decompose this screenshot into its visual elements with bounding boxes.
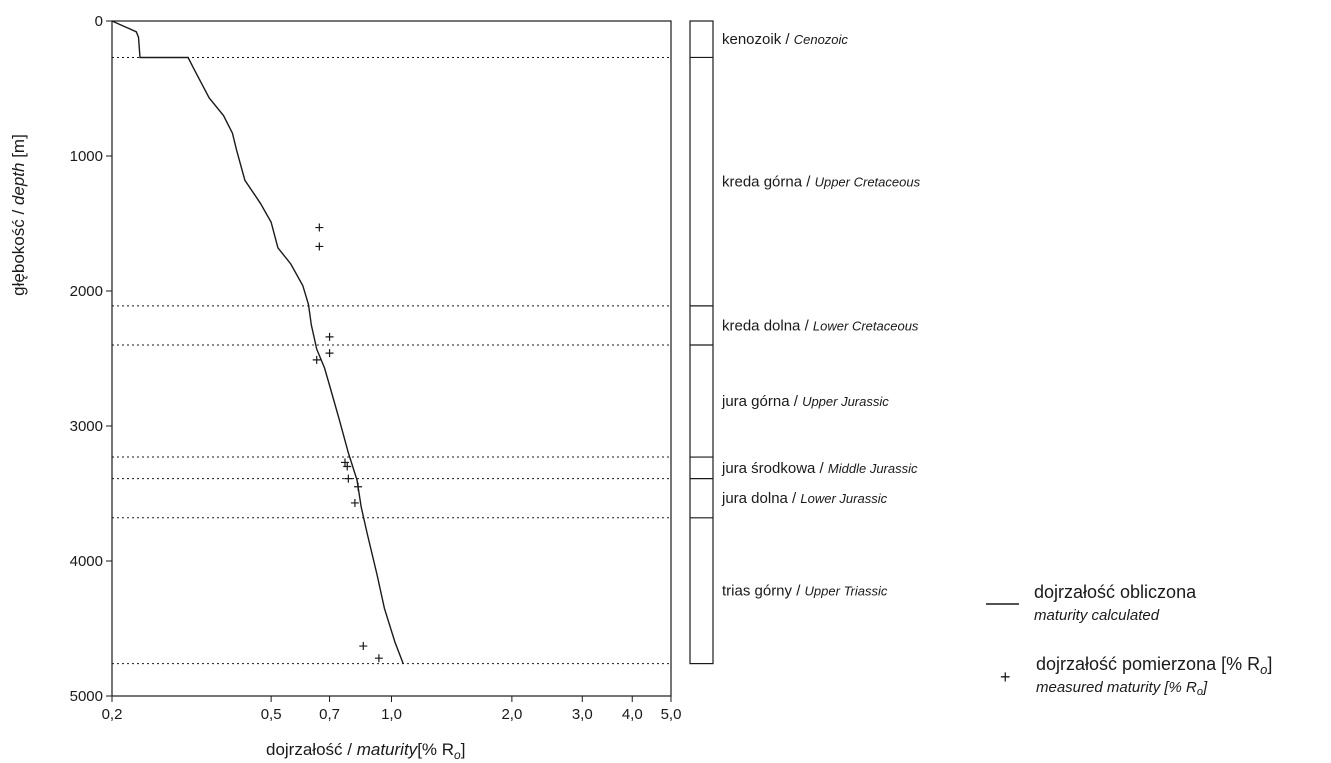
strat-label-pl: jura górna [721, 393, 790, 410]
measured-point [344, 474, 353, 483]
legend-scatter-label: dojrzałość pomierzona [% Ro] [1036, 654, 1272, 677]
x-tick-label: 0,7 [319, 706, 340, 723]
y-tick-label: 0 [95, 13, 103, 30]
y-axis-label: głębokość / depth [m] [9, 134, 28, 296]
strat-label-pl: trias górny [722, 583, 793, 600]
y-axis-ticks: 0 1000 2000 3000 4000 5000 [70, 13, 112, 705]
legend-scatter-label-en: measured maturity [% Ro] [1036, 679, 1208, 698]
x-tick-label: 4,0 [622, 706, 643, 723]
strat-label: kenozoik / Cenozoic [722, 31, 848, 48]
y-tick-label: 4000 [70, 553, 103, 570]
legend-plus-symbol: + [1000, 667, 1011, 687]
strat-label-pl: kenozoik [722, 31, 782, 48]
measured-point [312, 355, 321, 364]
strat-label-en: Lower Cretaceous [813, 318, 919, 333]
y-tick-label: 1000 [70, 148, 103, 165]
strat-label-sep: / [800, 317, 813, 334]
strat-label-pl: jura środkowa [721, 460, 816, 477]
y-tick-label: 2000 [70, 283, 103, 300]
y-tick-label: 3000 [70, 418, 103, 435]
strat-label-pl: kreda górna [722, 174, 803, 191]
measured-maturity-points [312, 223, 383, 663]
strat-label-sep: / [790, 393, 803, 410]
strat-label-sep: / [781, 31, 794, 48]
stratigraphic-column: kenozoik / Cenozoic kreda górna / Upper C… [689, 20, 921, 665]
calculated-maturity-line [111, 20, 404, 664]
measured-point [350, 498, 359, 507]
y-tick-label: 5000 [70, 688, 103, 705]
x-tick-label: 2,0 [501, 706, 522, 723]
measured-point [325, 332, 334, 341]
x-tick-label: 3,0 [572, 706, 593, 723]
strat-label-en: Upper Cretaceous [815, 175, 921, 190]
calculated-maturity-path [111, 20, 404, 664]
legend-line-label-en: maturity calculated [1034, 607, 1160, 624]
strat-label: kreda górna / Upper Cretaceous [722, 174, 921, 191]
measured-point [354, 482, 363, 491]
strat-label: trias górny / Upper Triassic [722, 583, 888, 600]
plot-frame [111, 20, 672, 697]
legend-line-label: dojrzałość obliczona [1034, 582, 1197, 602]
strat-column-frame [689, 20, 714, 665]
measured-point [359, 642, 368, 651]
x-tick-label: 0,5 [261, 706, 282, 723]
strat-label-pl: kreda dolna [722, 317, 801, 334]
measured-point [343, 462, 352, 471]
strat-label-en: Cenozoic [794, 32, 849, 47]
x-tick-label: 1,0 [381, 706, 402, 723]
x-tick-label: 5,0 [661, 706, 682, 723]
x-axis-ticks: 0,2 0,5 0,7 1,0 2,0 3,0 4,0 5,0 [102, 696, 682, 723]
strat-label-pl: jura dolna [721, 490, 789, 507]
measured-point [374, 654, 383, 663]
measured-point [315, 242, 324, 251]
strat-label-sep: / [815, 460, 828, 477]
measured-point [340, 458, 349, 467]
strat-label: kreda dolna / Lower Cretaceous [722, 317, 919, 334]
strat-label-sep: / [792, 583, 805, 600]
x-axis-label: dojrzałość / maturity[% Ro] [266, 740, 465, 762]
strat-label: jura środkowa / Middle Jurassic [721, 460, 918, 477]
measured-point [315, 223, 324, 232]
measured-point [325, 349, 334, 358]
strat-label: jura dolna / Lower Jurassic [721, 490, 888, 507]
legend: dojrzałość obliczona maturity calculated… [986, 582, 1272, 698]
strat-label-en: Middle Jurassic [828, 461, 918, 476]
strat-label-sep: / [788, 490, 801, 507]
strat-label-en: Upper Triassic [805, 584, 888, 599]
strat-label: jura górna / Upper Jurassic [721, 393, 889, 410]
boundary-lines [112, 56, 671, 665]
x-tick-label: 0,2 [102, 706, 123, 723]
strat-label-en: Lower Jurassic [800, 491, 887, 506]
strat-label-en: Upper Jurassic [802, 394, 889, 409]
strat-label-sep: / [802, 174, 815, 191]
